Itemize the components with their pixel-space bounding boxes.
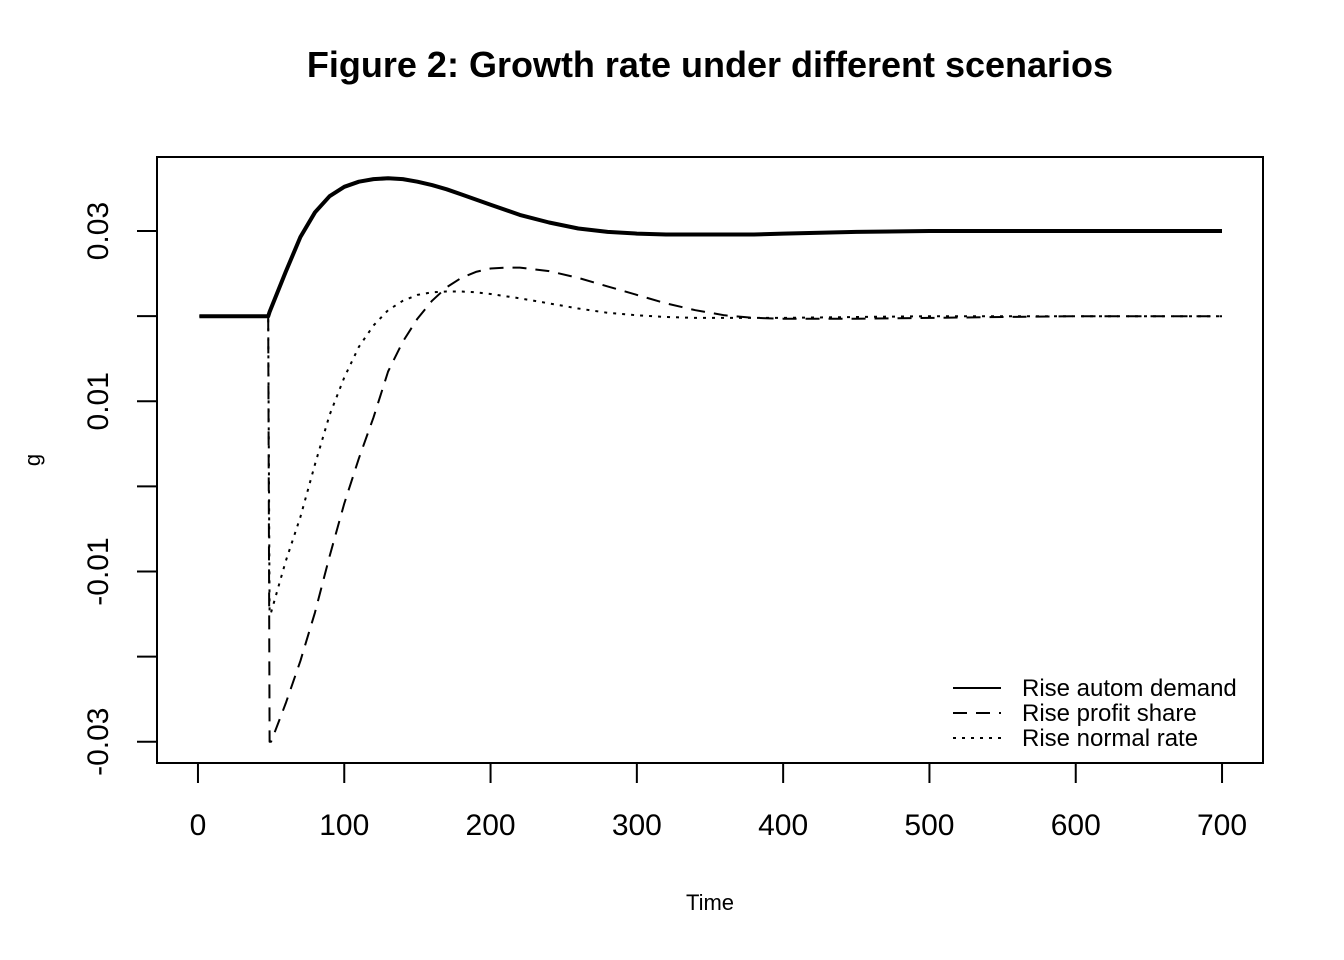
series-line-3 [199,290,1222,616]
plot-frame [156,156,1264,764]
legend-label-2: Rise profit share [1022,700,1197,727]
x-tick-label: 200 [466,809,516,842]
series-line-2 [199,266,1222,743]
x-tick-label: 0 [190,809,207,842]
y-tick-label: -0.03 [82,708,115,776]
x-tick-label: 100 [319,809,369,842]
series-layer [199,176,1222,743]
chart-title: Figure 2: Growth rate under different sc… [306,44,1114,85]
x-tick-label: 300 [612,809,662,842]
y-axis: -0.03 -0.01 0.01 0.03 [82,202,158,776]
x-axis-title: Time [686,890,734,915]
y-axis-title: g [20,454,45,466]
y-tick-label: 0.01 [82,372,115,430]
y-tick-label: 0.03 [82,202,115,260]
legend-label-1: Rise autom demand [1022,675,1237,702]
y-tick-label: -0.01 [82,537,115,605]
x-tick-label: 400 [758,809,808,842]
x-tick-label: 600 [1051,809,1101,842]
series-line-1 [199,176,1222,319]
x-tick-label: 500 [904,809,954,842]
x-axis: 0 100 200 300 400 500 600 700 [190,762,1247,842]
legend-label-3: Rise normal rate [1022,725,1198,752]
x-tick-label: 700 [1197,809,1247,842]
